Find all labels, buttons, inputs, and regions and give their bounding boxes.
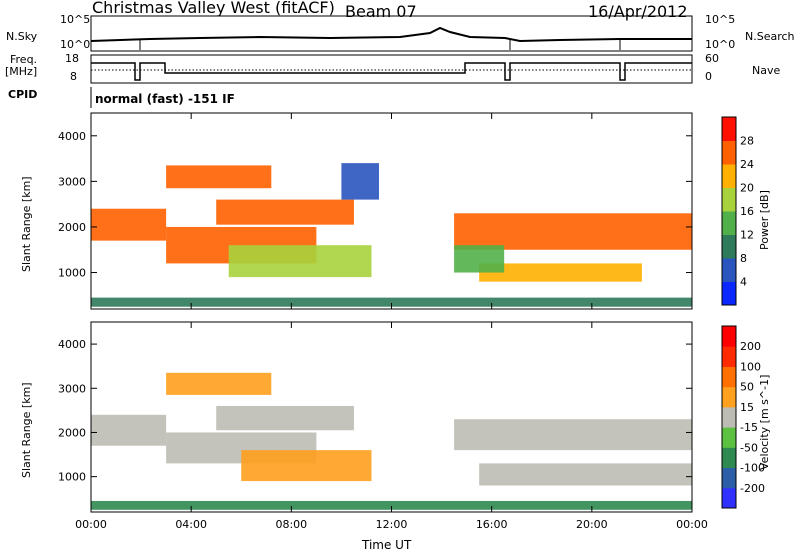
colorbar-swatch bbox=[722, 140, 736, 165]
colorbar-swatch bbox=[722, 346, 736, 367]
freq-tick-top: 18 bbox=[65, 52, 79, 65]
freq-panel bbox=[90, 54, 693, 84]
nsearch-tick-top: 10^5 bbox=[705, 13, 736, 26]
x-tick-label: 00:00 bbox=[75, 518, 107, 531]
scatter-band bbox=[241, 450, 372, 482]
colorbar-swatch bbox=[722, 164, 736, 188]
colorbar-tick-label: 50 bbox=[740, 381, 754, 394]
colorbar-swatch bbox=[722, 467, 736, 489]
x-tick-label: 12:00 bbox=[376, 518, 408, 531]
mode-label: normal (fast) -151 IF bbox=[95, 92, 235, 106]
colorbar-tick-label: -200 bbox=[740, 482, 765, 495]
colorbar-tick-label: 12 bbox=[740, 229, 754, 242]
colorbar-tick-label: 15 bbox=[740, 401, 754, 414]
power-colorbar: 4 8 12 16 20 24 28 bbox=[721, 116, 754, 306]
scatter-band bbox=[91, 500, 692, 510]
scatter-band bbox=[454, 213, 692, 250]
y-tick-label: 2000 bbox=[58, 221, 86, 234]
y-tick-label: 1000 bbox=[58, 267, 86, 280]
velocity-axes: 1000 2000 3000 4000 00:00 04:00 08:00 12:00 16:0… bbox=[58, 322, 708, 531]
freq-unit: [MHz] bbox=[5, 65, 38, 78]
colorbar-tick-label: 100 bbox=[740, 360, 761, 373]
velocity-panel bbox=[91, 372, 692, 510]
colorbar-swatch bbox=[722, 211, 736, 235]
colorbar-swatch bbox=[722, 366, 736, 388]
nave-tick-top: 60 bbox=[705, 52, 719, 65]
colorbar-swatch bbox=[722, 447, 736, 469]
nave-label: Nave bbox=[752, 64, 781, 77]
nsky-tick-bottom: 10^0 bbox=[60, 38, 91, 51]
scatter-band bbox=[216, 199, 354, 225]
scatter-band bbox=[228, 245, 372, 278]
x-tick-label: 04:00 bbox=[175, 518, 207, 531]
colorbar-swatch bbox=[722, 427, 736, 448]
scatter-band bbox=[454, 245, 505, 273]
x-tick-label: 08:00 bbox=[275, 518, 307, 531]
scatter-band bbox=[454, 419, 692, 451]
colorbar-frame bbox=[721, 325, 737, 509]
x-axis-title: Time UT bbox=[362, 538, 412, 552]
colorbar-tick-label: -50 bbox=[740, 441, 758, 454]
colorbar-tick-label: 28 bbox=[740, 135, 754, 148]
velocity-colorbar-title: Velocity [m s^-1] bbox=[758, 374, 771, 470]
x-tick-label: 16:00 bbox=[476, 518, 508, 531]
scatter-band bbox=[166, 165, 272, 189]
nave-tick-bottom: 0 bbox=[705, 70, 712, 83]
scatter-band bbox=[91, 208, 167, 241]
freq-trace bbox=[91, 62, 692, 81]
colorbar-swatch bbox=[722, 187, 736, 212]
date-label: 16/Apr/2012 bbox=[588, 2, 688, 21]
colorbar-swatch bbox=[722, 258, 736, 282]
scatter-band bbox=[216, 405, 354, 431]
colorbar-swatch bbox=[722, 326, 736, 347]
colorbar-tick-label: 24 bbox=[740, 158, 754, 171]
y-tick-label: 3000 bbox=[58, 175, 86, 188]
y-tick-label: 4000 bbox=[58, 338, 86, 351]
colorbar-tick-label: 20 bbox=[740, 182, 754, 195]
freq-tick-bottom: 8 bbox=[70, 70, 77, 83]
beam-label: Beam 07 bbox=[345, 2, 417, 21]
y-tick-label: 3000 bbox=[58, 382, 86, 395]
power-panel bbox=[91, 163, 692, 307]
nsky-panel bbox=[90, 15, 693, 52]
colorbar-swatch bbox=[722, 234, 736, 259]
power-ylabel: Slant Range [km] bbox=[20, 176, 33, 272]
nsky-tick-top: 10^5 bbox=[60, 13, 91, 26]
velocity-ylabel: Slant Range [km] bbox=[20, 382, 33, 478]
scatter-band bbox=[479, 263, 642, 282]
colorbar-swatch bbox=[722, 406, 736, 428]
cpid-label: CPID bbox=[8, 88, 38, 101]
y-tick-label: 1000 bbox=[58, 471, 86, 484]
scatter-band bbox=[91, 414, 167, 446]
station-title: Christmas Valley West (fitACF) bbox=[92, 0, 335, 17]
colorbar-tick-label: 200 bbox=[740, 340, 761, 353]
nsky-trace bbox=[90, 26, 692, 43]
colorbar-tick-label: -15 bbox=[740, 421, 758, 434]
scatter-band bbox=[91, 297, 692, 307]
x-tick-label: 00:00 bbox=[676, 518, 708, 531]
scatter-band bbox=[479, 463, 692, 486]
colorbar-tick-label: 8 bbox=[740, 252, 747, 265]
scatter-band bbox=[166, 372, 272, 395]
nsearch-tick-bottom: 10^0 bbox=[705, 38, 736, 51]
colorbar-frame bbox=[721, 116, 737, 306]
colorbar-swatch bbox=[722, 281, 736, 306]
nsearch-label: N.Search bbox=[745, 30, 795, 43]
colorbar-tick-label: -100 bbox=[740, 462, 765, 475]
colorbar-swatch bbox=[722, 386, 736, 408]
power-colorbar-title: Power [dB] bbox=[758, 190, 771, 250]
freq-label: Freq. bbox=[10, 53, 38, 66]
x-tick-label: 20:00 bbox=[576, 518, 608, 531]
colorbar-swatch bbox=[722, 117, 736, 141]
scatter-band bbox=[341, 163, 379, 200]
velocity-colorbar: 200 100 50 15 -15 -50 -100 -200 bbox=[721, 325, 765, 509]
power-axes: 1000 2000 3000 4000 bbox=[58, 113, 693, 309]
nsky-label: N.Sky bbox=[6, 30, 38, 43]
colorbar-swatch bbox=[722, 487, 736, 509]
y-tick-label: 2000 bbox=[58, 426, 86, 439]
colorbar-tick-label: 16 bbox=[740, 205, 754, 218]
y-tick-label: 4000 bbox=[58, 130, 86, 143]
colorbar-tick-label: 4 bbox=[740, 276, 747, 289]
